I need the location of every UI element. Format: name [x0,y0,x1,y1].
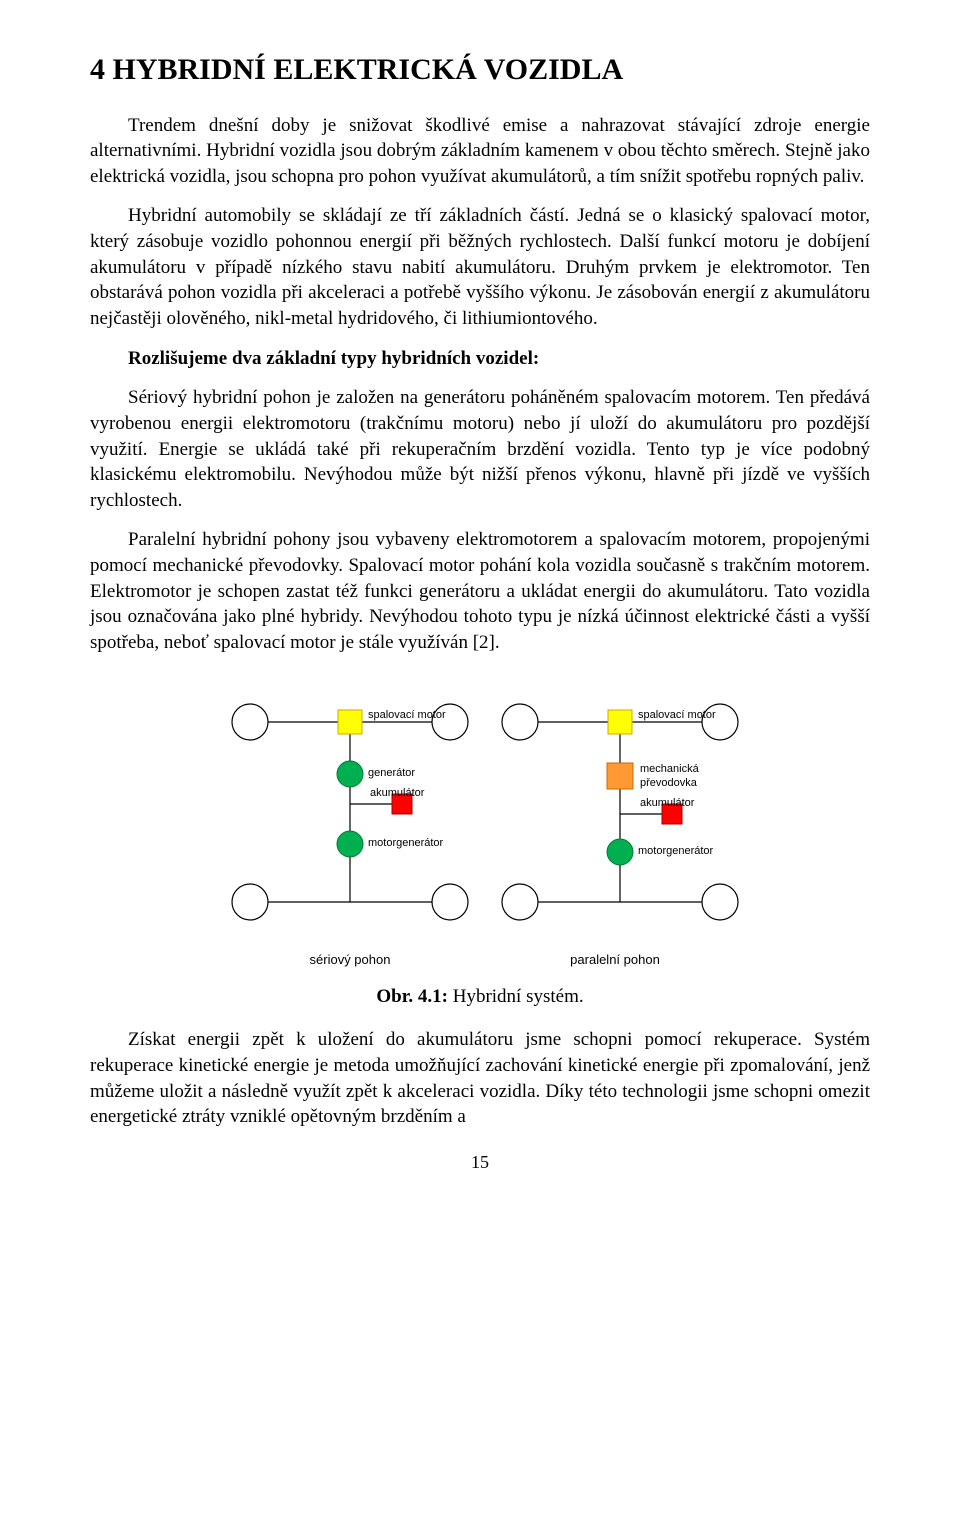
svg-text:převodovka: převodovka [640,777,698,789]
svg-text:mechanická: mechanická [640,763,700,775]
svg-text:spalovací motor: spalovací motor [638,709,716,721]
svg-text:akumulátor: akumulátor [370,787,425,799]
figure-caption-text: Hybridní systém. [448,986,584,1007]
paragraph-recuperation: Získat energii zpět k uložení do akumulá… [90,1027,870,1130]
paragraph-2: Hybridní automobily se skládají ze tří z… [90,203,870,331]
svg-text:generátor: generátor [368,767,415,779]
svg-text:akumulátor: akumulátor [640,797,695,809]
svg-text:motorgenerátor: motorgenerátor [368,837,444,849]
figure-caption: Obr. 4.1: Hybridní systém. [90,984,870,1010]
svg-text:sériový pohon: sériový pohon [310,952,391,967]
hybrid-system-diagram: spalovací motor generátor akumulátor motorg… [220,674,740,974]
page-number: 15 [90,1150,870,1174]
diagram-container: spalovací motor generátor akumulátor motorg… [90,674,870,974]
svg-text:spalovací motor: spalovací motor [368,709,446,721]
svg-text:motorgenerátor: motorgenerátor [638,845,714,857]
section-heading: 4 HYBRIDNÍ ELEKTRICKÁ VOZIDLA [90,50,870,91]
figure-label: Obr. 4.1: [376,986,448,1007]
paragraph-1: Trendem dnešní doby je snižovat škodlivé… [90,113,870,190]
paragraph-parallel-hybrid: Paralelní hybridní pohony jsou vybaveny … [90,527,870,655]
svg-text:paralelní pohon: paralelní pohon [570,952,660,967]
subheading-types: Rozlišujeme dva základní typy hybridních… [90,346,870,372]
page: 4 HYBRIDNÍ ELEKTRICKÁ VOZIDLA Trendem dn… [0,0,960,1214]
paragraph-series-hybrid: Sériový hybridní pohon je založen na gen… [90,385,870,513]
